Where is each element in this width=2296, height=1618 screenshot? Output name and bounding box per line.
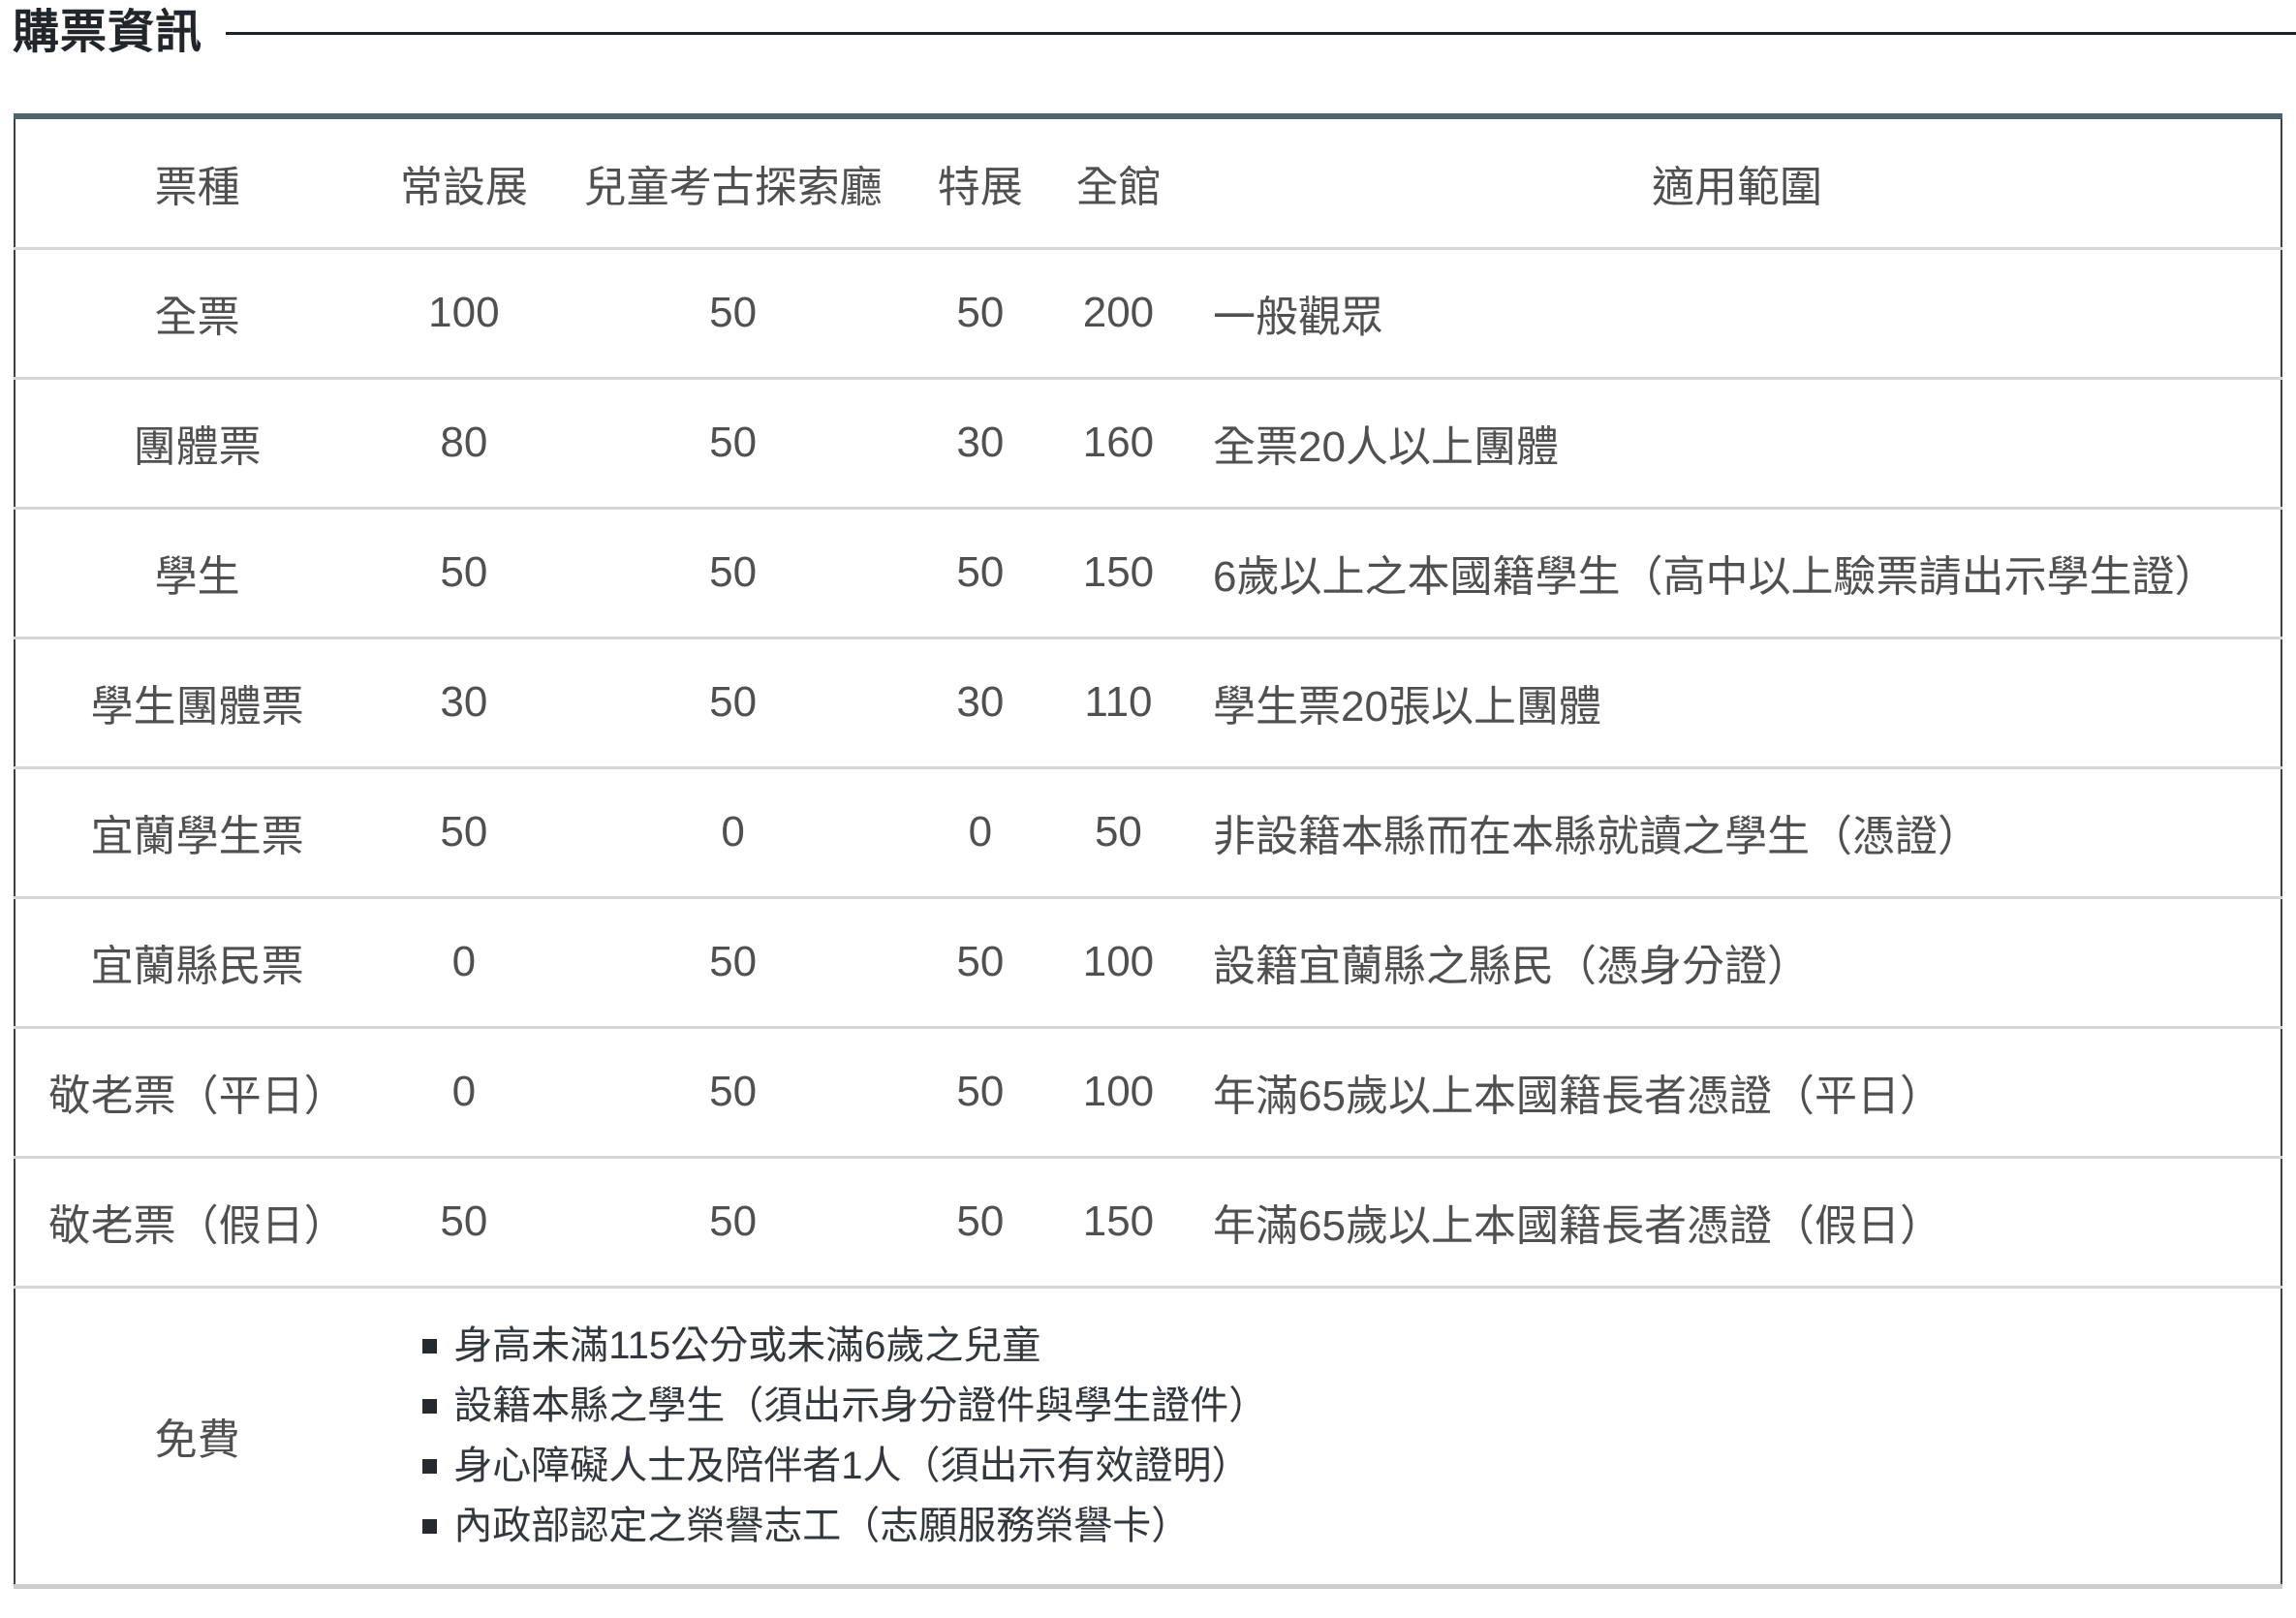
price-cell: 160: [1042, 378, 1194, 510]
price-cell: 50: [548, 248, 917, 380]
price-cell: 0: [548, 767, 917, 899]
free-item-text: 設籍本縣之學生（須出示身分證件與學生證件）: [453, 1385, 1268, 1428]
price-cell: 150: [1042, 508, 1194, 639]
table-row: 團體票 80 50 30 160 全票20人以上團體: [15, 378, 2281, 510]
table-row: 學生 50 50 50 150 6歲以上之本國籍學生（高中以上驗票請出示學生證）: [15, 508, 2281, 639]
table-row: 全票 100 50 50 200 一般觀眾: [15, 248, 2281, 380]
ticket-pricing-table: 票種 常設展 兒童考古探索廳 特展 全館 適用範圍 全票 100 50 50 2…: [14, 112, 2282, 1589]
ticket-type-cell: 敬老票（假日）: [15, 1157, 380, 1289]
table-row: 宜蘭學生票 50 0 0 50 非設籍本縣而在本縣就讀之學生（憑證）: [15, 767, 2281, 899]
scope-cell: 年滿65歲以上本國籍長者憑證（平日）: [1194, 1027, 2281, 1159]
price-cell: 50: [548, 378, 917, 510]
page-title: 購票資訊: [13, 7, 203, 58]
price-cell: 30: [916, 638, 1043, 769]
price-cell: 50: [379, 767, 549, 899]
title-divider-line: [226, 31, 2296, 35]
column-header-whole-museum: 全館: [1042, 115, 1194, 250]
price-cell: 80: [379, 378, 549, 510]
square-bullet-icon: [422, 1518, 438, 1534]
price-cell: 50: [548, 638, 917, 769]
price-cell: 50: [916, 1027, 1043, 1159]
ticket-type-cell: 宜蘭縣民票: [15, 897, 380, 1029]
price-cell: 100: [379, 248, 549, 380]
price-cell: 50: [1042, 767, 1194, 899]
price-cell: 0: [379, 1027, 549, 1159]
price-cell: 150: [1042, 1157, 1194, 1289]
price-cell: 50: [548, 897, 917, 1029]
ticket-type-cell: 學生: [15, 508, 380, 639]
price-cell: 30: [379, 638, 549, 769]
price-cell: 200: [1042, 248, 1194, 380]
free-admission-list: 身高未滿115公分或未滿6歲之兒童 設籍本縣之學生（須出示身分證件與學生證件） …: [379, 1322, 2280, 1549]
scope-cell: 全票20人以上團體: [1194, 378, 2281, 510]
section-header: 購票資訊: [0, 0, 2296, 59]
price-cell: 0: [379, 897, 549, 1029]
price-cell: 110: [1042, 638, 1194, 769]
price-cell: 50: [548, 508, 917, 639]
price-cell: 30: [916, 378, 1043, 510]
price-cell: 0: [916, 767, 1043, 899]
price-cell: 50: [916, 508, 1043, 639]
scope-cell: 6歲以上之本國籍學生（高中以上驗票請出示學生證）: [1194, 508, 2281, 639]
column-header-permanent-exhibition: 常設展: [379, 115, 549, 250]
price-cell: 50: [379, 1157, 549, 1289]
price-cell: 100: [1042, 897, 1194, 1029]
price-cell: 100: [1042, 1027, 1194, 1159]
scope-cell: 年滿65歲以上本國籍長者憑證（假日）: [1194, 1157, 2281, 1289]
free-item-text: 身高未滿115公分或未滿6歲之兒童: [453, 1324, 1041, 1368]
column-header-ticket-type: 票種: [15, 115, 380, 250]
free-admission-row: 免費 身高未滿115公分或未滿6歲之兒童 設籍本縣之學生（須出示身分證件與學生證…: [15, 1287, 2281, 1586]
ticket-type-cell-free: 免費: [154, 1416, 240, 1465]
table-row: 宜蘭縣民票 0 50 50 100 設籍宜蘭縣之縣民（憑身分證）: [15, 897, 2281, 1029]
square-bullet-icon: [422, 1398, 438, 1414]
price-cell: 50: [379, 508, 549, 639]
column-header-children-archaeology-hall: 兒童考古探索廳: [548, 115, 917, 250]
ticket-type-cell: 全票: [15, 248, 380, 380]
free-item-text: 內政部認定之榮譽志工（志願服務榮譽卡）: [453, 1505, 1191, 1548]
scope-cell: 學生票20張以上團體: [1194, 638, 2281, 769]
price-cell: 50: [916, 248, 1043, 380]
list-item: 設籍本縣之學生（須出示身分證件與學生證件）: [422, 1383, 2280, 1429]
ticket-type-cell: 敬老票（平日）: [15, 1027, 380, 1159]
ticket-type-cell: 學生團體票: [15, 638, 380, 769]
table-header-row: 票種 常設展 兒童考古探索廳 特展 全館 適用範圍: [15, 115, 2281, 250]
square-bullet-icon: [422, 1338, 438, 1354]
free-item-text: 身心障礙人士及陪伴者1人（須出示有效證明）: [453, 1445, 1251, 1488]
square-bullet-icon: [422, 1458, 438, 1474]
scope-cell: 設籍宜蘭縣之縣民（憑身分證）: [1194, 897, 2281, 1029]
list-item: 內政部認定之榮譽志工（志願服務榮譽卡）: [422, 1503, 2280, 1549]
price-cell: 50: [916, 897, 1043, 1029]
price-cell: 50: [548, 1157, 917, 1289]
list-item: 身心障礙人士及陪伴者1人（須出示有效證明）: [422, 1443, 2280, 1489]
table-row: 敬老票（平日） 0 50 50 100 年滿65歲以上本國籍長者憑證（平日）: [15, 1027, 2281, 1159]
scope-cell: 一般觀眾: [1194, 248, 2281, 380]
price-cell: 50: [548, 1027, 917, 1159]
scope-cell: 非設籍本縣而在本縣就讀之學生（憑證）: [1194, 767, 2281, 899]
price-cell: 50: [916, 1157, 1043, 1289]
table-row: 敬老票（假日） 50 50 50 150 年滿65歲以上本國籍長者憑證（假日）: [15, 1157, 2281, 1289]
column-header-applicable-scope: 適用範圍: [1194, 115, 2281, 250]
list-item: 身高未滿115公分或未滿6歲之兒童: [422, 1322, 2280, 1369]
ticket-type-cell: 團體票: [15, 378, 380, 510]
ticket-type-cell: 宜蘭學生票: [15, 767, 380, 899]
table-row: 學生團體票 30 50 30 110 學生票20張以上團體: [15, 638, 2281, 769]
column-header-special-exhibition: 特展: [916, 115, 1043, 250]
